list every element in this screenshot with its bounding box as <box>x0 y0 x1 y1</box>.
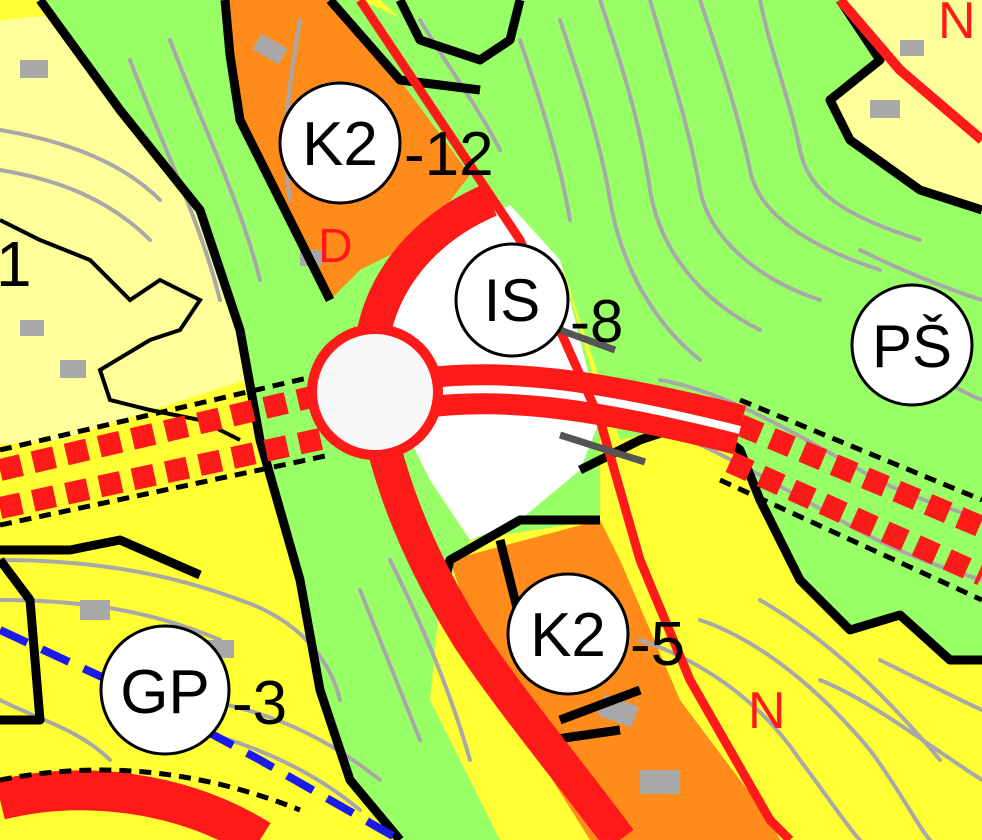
zone-number-k2-12: -12 <box>404 120 494 189</box>
letter-mark-d: D <box>318 220 353 273</box>
zone-number-is-8: -8 <box>570 288 623 355</box>
zone-code-gp-3: GP <box>120 658 210 727</box>
zone-label-k2-5[interactable]: K2 -5 <box>506 572 685 696</box>
zone-label-is-8[interactable]: IS -8 <box>454 242 623 358</box>
blue-dashed-line <box>0 626 402 840</box>
zone-code-is-8: IS <box>484 267 541 334</box>
zone-number-gp-3: -3 <box>232 669 287 738</box>
thin-boundary-west <box>0 218 241 442</box>
planned-road-east <box>718 397 982 603</box>
zone-code-k2-5: K2 <box>530 601 606 670</box>
bridge-marks <box>558 326 647 466</box>
zone-label-k2-12[interactable]: K2 -12 <box>278 81 494 205</box>
pale-yellow-zone-west <box>0 15 245 445</box>
planned-road-west <box>0 372 333 528</box>
pale-yellow-zone-northeast <box>830 0 982 210</box>
black-dashed-boundary-south <box>0 767 301 813</box>
letter-mark-1: 1 <box>0 228 32 300</box>
green-zone-east <box>380 0 982 660</box>
zone-number-k2-5: -5 <box>630 610 685 679</box>
letter-mark-n-northeast: N <box>938 0 976 50</box>
roundabout-icon <box>307 324 443 460</box>
letter-mark-n-south: N <box>748 682 786 740</box>
zone-label-ps[interactable]: PŠ <box>850 283 974 407</box>
zone-code-ps: PŠ <box>872 313 952 380</box>
zone-label-gp-3[interactable]: GP -3 <box>99 624 287 756</box>
zone-code-k2-12: K2 <box>302 110 378 179</box>
